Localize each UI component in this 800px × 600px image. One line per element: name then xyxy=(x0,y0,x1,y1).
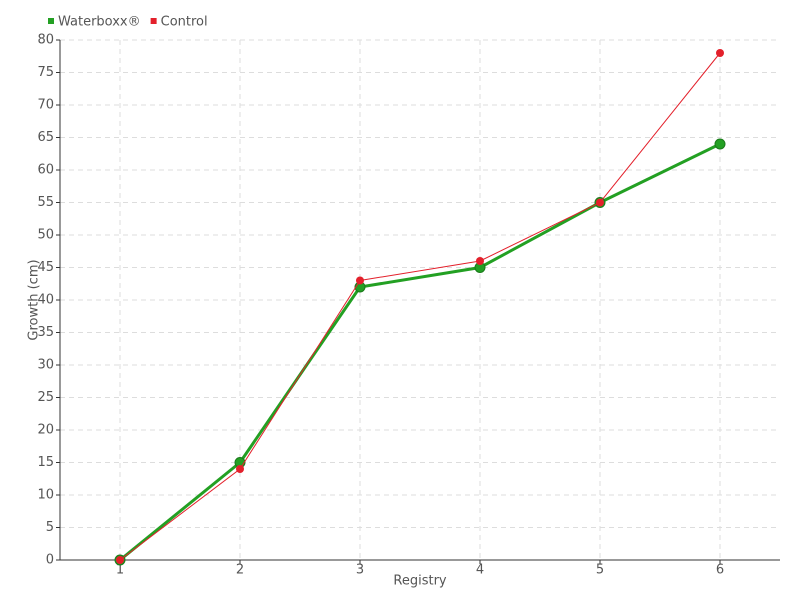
y-tick-label: 15 xyxy=(37,455,54,470)
y-tick-label: 20 xyxy=(37,423,54,438)
point xyxy=(714,138,726,150)
y-tick-label: 70 xyxy=(37,98,54,113)
x-tick-label: 6 xyxy=(716,563,724,578)
x-tick-label: 2 xyxy=(236,563,244,578)
y-tick-label: 30 xyxy=(37,358,54,373)
y-tick-label: 65 xyxy=(37,130,54,145)
point xyxy=(116,556,124,564)
y-tick-label: 80 xyxy=(37,33,54,48)
legend-label: Waterboxx® xyxy=(58,15,141,30)
y-tick-label: 5 xyxy=(46,520,54,535)
y-tick-label: 40 xyxy=(37,293,54,308)
point xyxy=(476,257,484,265)
y-tick-label: 0 xyxy=(46,553,54,568)
point xyxy=(716,49,724,57)
point xyxy=(596,198,604,207)
series-line xyxy=(119,142,721,562)
series-line xyxy=(119,52,721,561)
x-tick-label: 5 xyxy=(596,563,604,578)
x-tick-label: 3 xyxy=(356,563,364,578)
legend-swatch xyxy=(150,18,157,24)
x-axis-label: Registry xyxy=(393,574,447,589)
y-tick-label: 60 xyxy=(37,163,54,178)
y-tick-label: 45 xyxy=(37,260,54,275)
y-tick-label: 10 xyxy=(37,488,54,503)
y-axis-label: Growth (cm) xyxy=(27,259,42,340)
y-tick-label: 55 xyxy=(37,195,54,210)
legend-label: Control xyxy=(161,15,208,30)
y-tick-label: 25 xyxy=(37,390,54,405)
point xyxy=(356,276,364,285)
legend-swatch xyxy=(48,18,54,24)
x-tick-label: 1 xyxy=(116,563,124,578)
x-tick-label: 4 xyxy=(476,563,484,578)
y-tick-label: 75 xyxy=(37,65,54,80)
y-tick-label: 50 xyxy=(37,228,54,243)
y-tick-label: 35 xyxy=(37,325,54,340)
point xyxy=(236,465,244,473)
